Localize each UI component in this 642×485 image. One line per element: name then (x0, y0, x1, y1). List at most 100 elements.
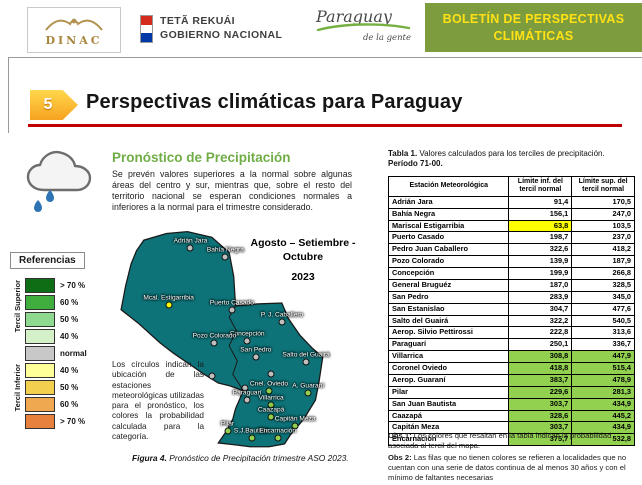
left-edge-rule (8, 57, 9, 133)
legend-swatch (25, 295, 55, 310)
legend-swatch (25, 397, 55, 412)
table-row: San Juan Bautista 303,7 434,9 (387, 397, 635, 411)
limit-sup-cell: 247,0 (571, 207, 635, 221)
gobierno-nacional-logo: TETÃ REKUÁI GOBIERNO NACIONAL (140, 15, 282, 43)
obs-2-text: Las filas que no tienen colores se refie… (388, 453, 627, 482)
table-row: Caazapá 328,6 445,2 (387, 409, 635, 423)
station-dot (186, 244, 194, 252)
station-dot (228, 306, 236, 314)
limit-sup-cell: 187,9 (571, 255, 635, 269)
station-name-cell: San Juan Bautista (387, 397, 510, 411)
obs-2-label: Obs 2: (388, 453, 412, 463)
dinac-emblem-icon (45, 18, 103, 31)
station-name-cell: Aerop. Guaraní (387, 373, 510, 387)
table-row: Salto del Guairá 322,2 540,5 (387, 314, 635, 328)
legend-item: normal (25, 346, 87, 361)
station-label: Pozo Colorado (192, 332, 237, 340)
limit-inf-cell: 375,7 (508, 433, 573, 447)
limit-sup-cell: 328,5 (571, 278, 635, 292)
limit-inf-cell: 328,6 (508, 409, 573, 423)
station-name-cell: Pozo Colorado (387, 255, 510, 269)
stations-layer: Adrián Jara Bahía Negra Mcal. Estigarribia… (112, 224, 330, 462)
table-row: San Pedro 283,9 345,0 (387, 290, 635, 304)
forecast-period: Agosto – Setiembre - Octubre 2023 (243, 237, 363, 285)
table-row: Puerto Casado 198,7 237,0 (387, 231, 635, 245)
section-number-arrow: 5 (30, 90, 78, 120)
station-dot (278, 318, 286, 326)
limit-inf-cell: 322,6 (508, 243, 573, 257)
legend-label: 40 % (60, 332, 79, 341)
limit-inf-cell: 322,2 (508, 314, 573, 328)
station-name-cell: Encarnación (387, 433, 510, 447)
gov-line-1: TETÃ REKUÁI (160, 15, 235, 28)
table-row: Pozo Colorado 139,9 187,9 (387, 255, 635, 269)
limit-inf-cell: 303,7 (508, 397, 573, 411)
station-dot (291, 422, 299, 430)
legend-item: 50 % (25, 380, 87, 395)
legend-label: 60 % (60, 400, 79, 409)
script-line-2: de la gente (362, 33, 411, 43)
limit-inf-cell: 156,1 (508, 207, 573, 221)
table-row: San Estanislao 304,7 477,6 (387, 302, 635, 316)
limit-sup-cell: 266,8 (571, 267, 635, 280)
legend-label: 60 % (60, 298, 79, 307)
limit-sup-cell: 170,5 (571, 195, 635, 209)
header-divider (8, 57, 642, 58)
legend-label: normal (60, 349, 87, 358)
limit-sup-cell: 447,9 (571, 350, 635, 364)
legend-swatch (25, 414, 55, 429)
limit-inf-cell: 91,4 (508, 195, 573, 209)
legend-swatch (25, 346, 55, 361)
station-name-cell: Concepción (387, 267, 510, 280)
limit-inf-cell: 198,7 (508, 231, 573, 245)
observations: Obs 1: Los colores que resaltan en la ta… (388, 431, 638, 485)
precip-intro-text: Se prevén valores superiores a la normal… (112, 169, 352, 212)
gov-line-2: GOBIERNO NACIONAL (160, 29, 283, 41)
rain-cloud-icon (20, 144, 104, 218)
limit-sup-cell: 281,3 (571, 385, 635, 399)
legend-item: > 70 % (25, 414, 87, 429)
legend-item: 50 % (25, 312, 87, 327)
limit-sup-cell: 237,0 (571, 231, 635, 245)
station-label: Salto del Guairá (282, 351, 330, 359)
legend-label: > 70 % (60, 417, 86, 426)
station-dot (252, 353, 260, 361)
station-label: Bahía Negra (206, 246, 244, 254)
table-caption-number: Tabla 1. (388, 149, 418, 158)
period-year: 2023 (291, 271, 315, 284)
station-dot (224, 427, 232, 435)
station-dot (243, 337, 251, 345)
circles-note: Los círculos indican la ubicación de las… (112, 360, 204, 441)
station-label: A. Guaraní (292, 382, 325, 390)
dinac-logo: DINAC (27, 7, 121, 53)
script-line-1: Paraguay (316, 7, 392, 26)
station-name-cell: Villarrica (387, 350, 510, 364)
station-label: Mcal. Estigarribia (143, 294, 194, 302)
station-label: Puerto Casado (209, 299, 254, 307)
station-dot (267, 370, 275, 378)
table-row: Adrián Jara 91,4 170,5 (387, 195, 635, 209)
station-label: Paraguarí (232, 389, 262, 397)
legend-swatch (25, 363, 55, 378)
precip-heading: Pronóstico de Precipitación (112, 150, 291, 165)
bulletin-title-banner: BOLETÍN DE PERSPECTIVAS CLIMÁTICAS (425, 3, 642, 52)
limit-sup-cell: 313,6 (571, 326, 635, 340)
station-dot (221, 253, 229, 261)
limit-sup-cell: 478,9 (571, 373, 635, 387)
legend-item: 60 % (25, 295, 87, 310)
legend-item: 40 % (25, 363, 87, 378)
page-title: Perspectivas climáticas para Paraguay (86, 91, 463, 113)
limit-sup-cell: 540,5 (571, 314, 635, 328)
legend-label: 50 % (60, 315, 79, 324)
station-dot (241, 384, 249, 392)
legend-label: > 70 % (60, 281, 86, 290)
table-caption-text: Valores calculados para los terciles de … (417, 149, 605, 158)
table-row: Pilar 229,6 281,3 (387, 385, 635, 399)
station-name-cell: Adrián Jara (387, 195, 510, 209)
station-label: Cnel. Oviedo (249, 380, 289, 388)
station-label: Capitán Meza (274, 415, 316, 423)
legend-swatch (25, 312, 55, 327)
station-name-cell: Bahía Negra (387, 207, 510, 221)
legend-label: 50 % (60, 383, 79, 392)
limit-inf-cell: 63,8 (508, 219, 573, 233)
